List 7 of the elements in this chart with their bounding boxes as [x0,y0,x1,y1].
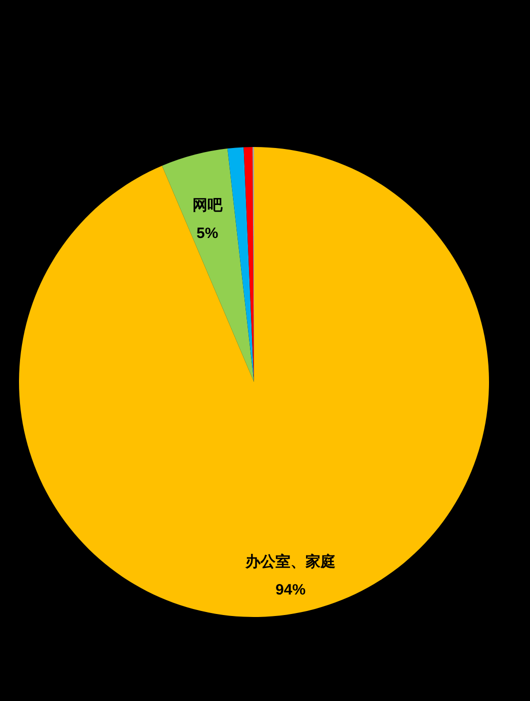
slice-label: 办公室、家庭 [244,552,336,570]
pie-slice [162,148,254,382]
data-label: 5% [196,225,218,242]
pie-slice [227,147,254,382]
slice-label: 网吧 [192,197,224,214]
data-label: 94% [276,581,306,598]
pie-slice [19,147,489,617]
